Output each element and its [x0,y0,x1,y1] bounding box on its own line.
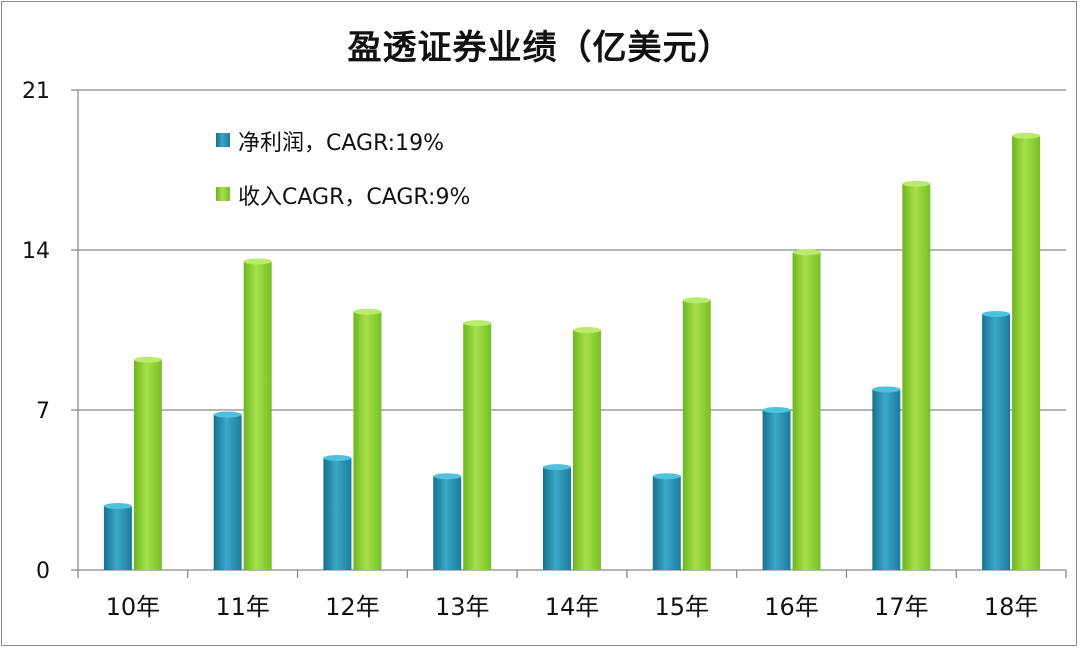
bar-top [652,473,681,480]
x-tick-label: 16年 [764,593,819,621]
bar-revenue [1012,135,1041,570]
bar-top [433,473,462,480]
x-tick-label: 15年 [655,593,710,621]
bar-net-profit [103,506,132,570]
bar-net-profit [652,476,681,570]
x-tick-label: 11年 [215,593,270,621]
bar-revenue [133,359,162,570]
x-tick-label: 10年 [106,593,161,621]
x-tick-label: 17年 [874,593,929,621]
bar-top [103,503,132,509]
bar-net-profit [762,410,791,570]
legend-swatch-net-profit [216,133,230,147]
x-tick-label: 18年 [984,593,1039,621]
axes [71,89,1067,578]
y-tick-label: 14 [22,239,50,264]
bar-revenue [902,183,931,570]
bar-revenue [682,300,711,570]
bar-top [323,455,352,461]
x-tick-label: 12年 [325,593,380,621]
bar-top [872,386,901,393]
bar-revenue [243,261,272,570]
bar-top [762,407,791,413]
y-tick-label: 21 [22,79,50,104]
bar-top [543,464,571,471]
bar-revenue [792,252,821,571]
x-tick-label: 14年 [545,593,600,621]
bar-net-profit [872,389,901,570]
bar-revenue [573,330,601,570]
y-axis-labels: 0 7 14 21 [22,79,50,584]
bar-net-profit [982,314,1011,570]
bar-revenue [463,323,492,570]
bars [103,132,1041,571]
gridlines [78,89,1066,411]
bar-net-profit [433,476,462,570]
legend-label-net-profit: 净利润，CAGR:19% [238,131,444,156]
bar-top [902,180,931,187]
bar-top [133,356,162,363]
bar-top [463,320,492,327]
bar-revenue [353,311,382,570]
y-tick-label: 7 [36,399,50,424]
bar-top [1012,132,1041,139]
legend-label-revenue: 收入CAGR，CAGR:9% [238,185,470,210]
bar-top [573,327,601,333]
legend-swatch-revenue [216,187,230,201]
bar-top [682,297,711,304]
legend: 净利润，CAGR:19% 收入CAGR，CAGR:9% [216,131,470,210]
y-tick-label: 0 [36,559,50,584]
bar-top [243,258,272,265]
bar-net-profit [543,467,571,570]
bar-top [792,249,821,256]
bar-top [982,311,1011,317]
bar-net-profit [323,458,352,570]
x-tick-label: 13年 [435,593,490,621]
chart-title: 盈透证券业绩（亿美元） [347,28,733,68]
bar-net-profit [213,414,242,570]
x-axis-labels: 10年 11年 12年 13年 14年 15年 16年 17年 18年 [106,593,1039,621]
bar-top [353,308,382,315]
bar-top [213,411,242,418]
